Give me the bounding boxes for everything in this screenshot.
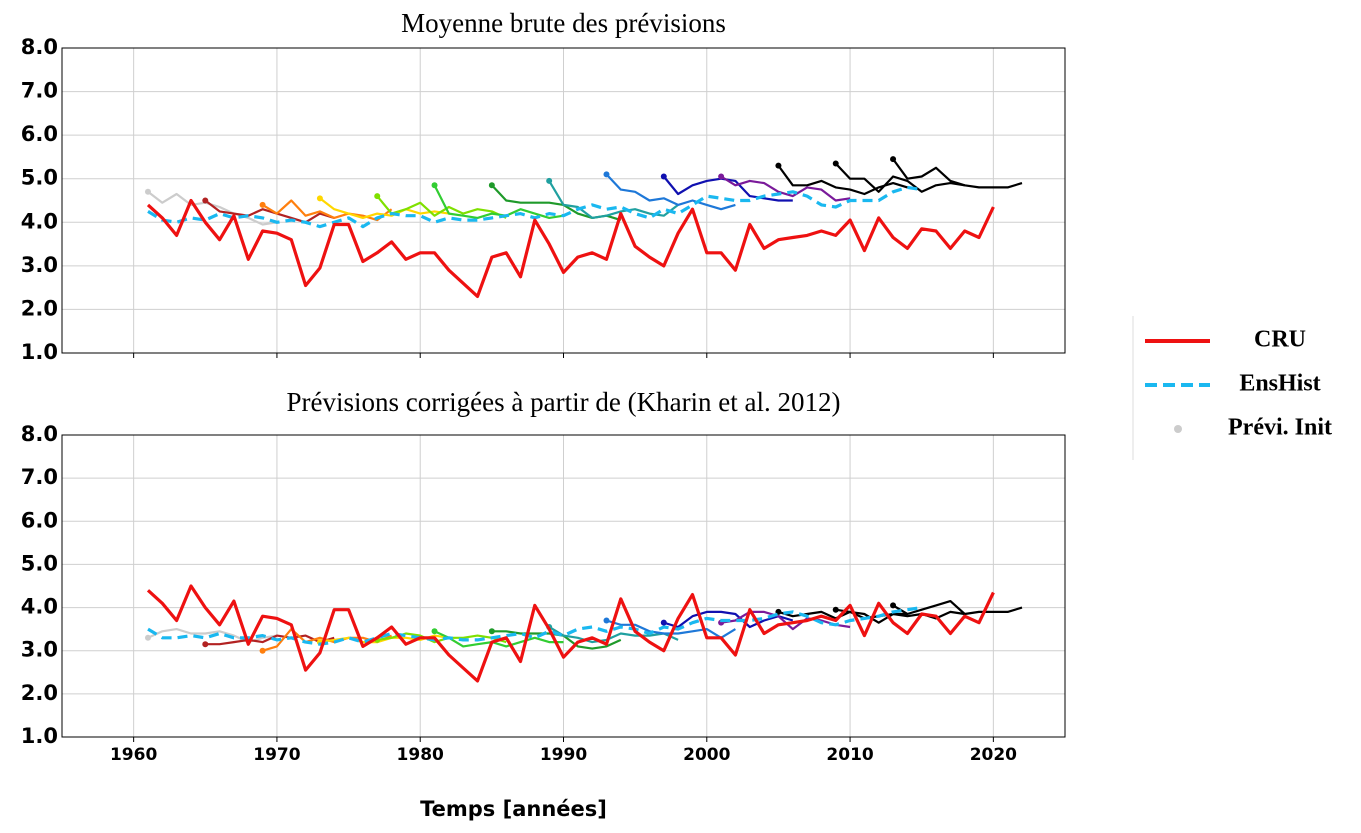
plot-frame <box>61 47 1066 354</box>
x-tick-label: 1990 <box>540 745 587 765</box>
plot-frame <box>61 434 1066 738</box>
x-tick-label: 1970 <box>253 745 300 765</box>
y-tick-label: 5.0 <box>21 551 58 575</box>
init-marker <box>144 188 151 195</box>
init-marker <box>431 628 438 635</box>
init-marker <box>832 160 839 167</box>
init-marker <box>890 156 897 163</box>
y-tick-label: 3.0 <box>21 638 58 662</box>
init-marker <box>660 173 667 180</box>
init-marker <box>259 647 266 654</box>
y-tick-label: 4.0 <box>21 595 58 619</box>
chart-title: Prévisions corrigées à partir de (Kharin… <box>286 387 840 417</box>
x-axis-label: Temps [années] <box>420 797 607 821</box>
init-marker <box>775 162 782 169</box>
init-marker <box>890 602 897 609</box>
line <box>834 162 965 193</box>
init-marker <box>316 195 323 202</box>
line <box>434 630 564 648</box>
y-tick-label: 7.0 <box>21 79 58 103</box>
y-tick-label: 5.0 <box>21 166 58 190</box>
line <box>146 584 995 683</box>
dashed-line <box>147 185 922 229</box>
line <box>204 199 335 224</box>
x-tick-label: 1980 <box>397 745 444 765</box>
y-tick-label: 1.0 <box>21 340 58 364</box>
y-tick-label: 2.0 <box>21 681 58 705</box>
init-marker <box>488 628 495 635</box>
legend-label: Prévi. Init <box>1228 415 1332 441</box>
y-tick-label: 4.0 <box>21 209 58 233</box>
line <box>663 610 794 629</box>
dashed-line <box>147 606 922 646</box>
line <box>892 158 1023 189</box>
x-tick-label: 1960 <box>110 745 157 765</box>
init-marker <box>374 193 381 200</box>
init-marker <box>431 182 438 189</box>
init-marker <box>603 617 610 624</box>
init-marker <box>259 201 266 208</box>
init-marker <box>546 177 553 184</box>
line <box>835 608 965 624</box>
line <box>319 197 450 219</box>
line <box>605 173 736 211</box>
init-marker <box>660 619 667 626</box>
line <box>720 175 851 202</box>
init-marker <box>603 171 610 178</box>
line <box>433 184 564 219</box>
chart-title: Moyenne brute des prévisions <box>401 8 726 38</box>
init-marker <box>202 197 209 204</box>
init-marker <box>488 182 495 189</box>
y-tick-label: 1.0 <box>21 724 58 748</box>
init-marker <box>202 641 209 648</box>
x-tick-label: 2000 <box>683 745 730 765</box>
legend-label: CRU <box>1254 327 1306 353</box>
init-marker <box>144 634 151 641</box>
y-tick-label: 8.0 <box>21 35 58 59</box>
x-tick-label: 2020 <box>970 745 1017 765</box>
y-tick-label: 6.0 <box>21 508 58 532</box>
line <box>548 626 679 644</box>
init-marker <box>832 606 839 613</box>
x-tick-label: 2010 <box>826 745 873 765</box>
y-tick-label: 7.0 <box>21 465 58 489</box>
line <box>491 184 622 222</box>
y-tick-label: 6.0 <box>21 122 58 146</box>
legend-swatch <box>1174 425 1182 433</box>
y-tick-label: 2.0 <box>21 296 58 320</box>
init-marker <box>718 173 725 180</box>
line <box>262 199 393 222</box>
line <box>146 198 995 298</box>
line <box>892 600 1023 616</box>
y-tick-label: 3.0 <box>21 253 58 277</box>
legend-label: EnsHist <box>1239 371 1320 397</box>
line <box>376 195 507 219</box>
y-tick-label: 8.0 <box>21 422 58 446</box>
